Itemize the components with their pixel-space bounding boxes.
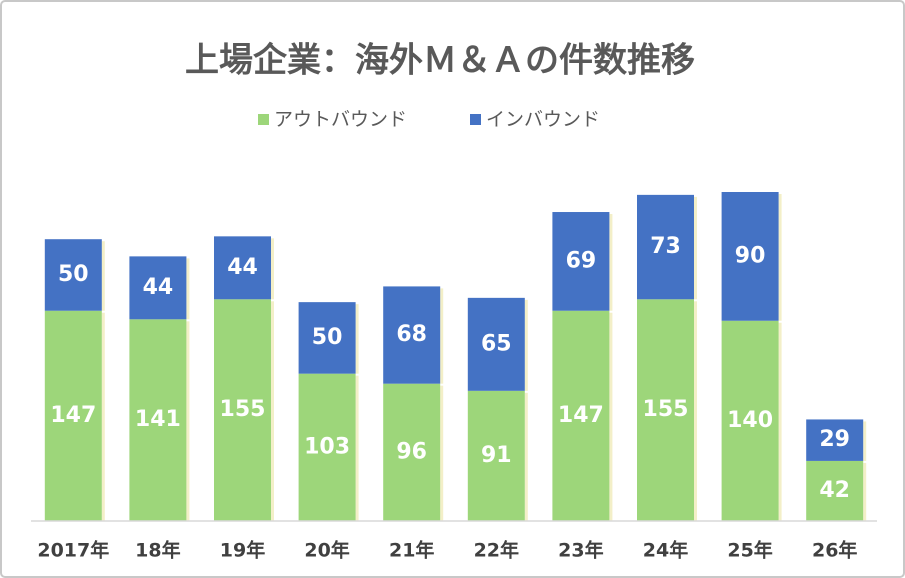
x-tick-label: 23年: [558, 539, 603, 562]
bar-shadow: [863, 421, 867, 461]
bar-segment: [806, 419, 864, 461]
x-tick-label: 20年: [304, 539, 349, 562]
bar-segment: [298, 302, 356, 374]
bar-shadow: [694, 196, 697, 300]
bar-segment: [637, 299, 694, 521]
value-label: 103: [304, 434, 350, 459]
bar-shadow: [524, 299, 528, 391]
bar-segment: [44, 239, 102, 311]
bar-shadow: [778, 322, 782, 521]
bar-shadow: [186, 258, 190, 320]
bar-segment: [552, 310, 610, 521]
value-label: 50: [312, 325, 343, 350]
x-tick-label: 25年: [727, 539, 772, 562]
bar-segment: [721, 320, 779, 521]
value-label: 50: [58, 262, 89, 287]
legend-marker: [470, 114, 481, 125]
bar-shadow: [863, 462, 867, 521]
x-tick-label: 2017年: [37, 539, 109, 562]
legend-marker: [258, 114, 269, 125]
value-label: 68: [396, 322, 427, 347]
bar-shadow: [271, 238, 274, 300]
value-label: 147: [50, 403, 96, 428]
value-label: 141: [135, 407, 181, 432]
x-tick-label: 26年: [812, 539, 857, 562]
value-label: 147: [558, 403, 604, 428]
value-label: 65: [481, 331, 512, 356]
bar-segment: [214, 236, 271, 300]
bar-segment: [637, 194, 694, 300]
bar-shadow: [101, 241, 105, 311]
bar-segment: [806, 460, 864, 521]
legend-label: インバウンド: [486, 109, 600, 131]
bar-segment: [721, 192, 779, 321]
bar-shadow: [440, 288, 444, 384]
value-label: 44: [227, 255, 258, 280]
bar-shadow: [271, 301, 274, 521]
value-label: 91: [481, 443, 512, 468]
bar-segment: [44, 310, 102, 521]
value-label: 42: [819, 478, 850, 503]
bar-segment: [467, 297, 525, 391]
value-label: 44: [143, 275, 174, 300]
bar-shadow: [101, 312, 105, 521]
bar-segment: [383, 286, 441, 384]
bar-shadow: [440, 385, 444, 521]
bar-segment: [214, 299, 271, 521]
bar-shadow: [524, 392, 528, 521]
value-label: 96: [396, 439, 427, 464]
bar-segment: [129, 319, 187, 521]
value-label: 155: [643, 397, 689, 422]
value-label: 140: [727, 408, 773, 433]
value-label: 73: [650, 234, 681, 259]
bar-shadow: [778, 194, 782, 321]
value-label: 29: [819, 427, 850, 452]
bar-segment: [298, 373, 356, 521]
value-label: 155: [220, 397, 266, 422]
bar-shadow: [355, 375, 359, 521]
chart-title: 上場企業：海外Ｍ＆Ａの件数推移: [185, 41, 695, 81]
bar-segment: [467, 390, 525, 521]
bar-shadow: [609, 214, 613, 311]
x-tick-label: 24年: [643, 539, 688, 562]
bar-shadow: [609, 312, 613, 521]
x-tick-label: 18年: [135, 539, 180, 562]
x-tick-label: 19年: [220, 539, 265, 562]
value-label: 69: [566, 248, 597, 273]
bar-shadow: [355, 304, 359, 374]
bar-segment: [129, 256, 187, 320]
value-label: 90: [735, 243, 766, 268]
bar-shadow: [186, 321, 190, 521]
bar-shadow: [694, 301, 697, 521]
x-tick-label: 22年: [474, 539, 519, 562]
x-tick-label: 21年: [389, 539, 434, 562]
bar-segment: [552, 212, 610, 311]
bar-segment: [383, 383, 441, 521]
legend-label: アウトバウンド: [274, 109, 407, 131]
